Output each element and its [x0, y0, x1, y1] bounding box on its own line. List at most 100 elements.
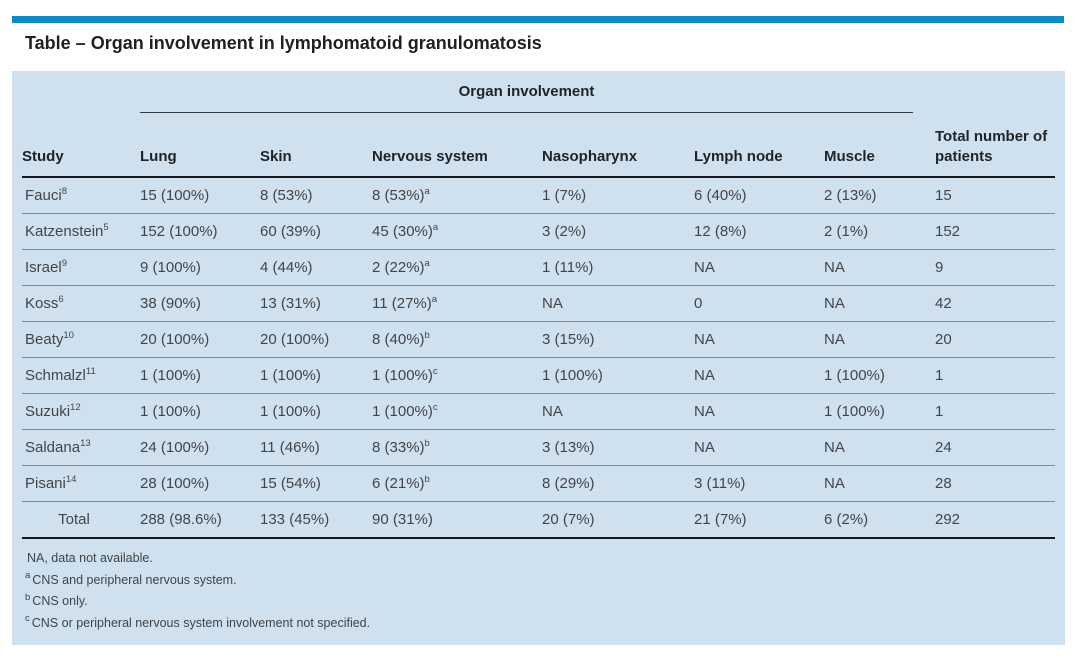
column-header-muscle: Muscle — [824, 113, 935, 178]
data-cell: 152 (100%) — [140, 213, 260, 250]
data-cell: 24 (100%) — [140, 429, 260, 466]
data-cell: NA — [824, 429, 935, 466]
data-cell: NA — [694, 249, 824, 286]
data-cell: 133 (45%) — [260, 501, 372, 539]
data-cell: 152 — [935, 213, 1055, 250]
footnote-reference: 11 — [85, 366, 96, 377]
data-cell: 28 (100%) — [140, 465, 260, 502]
data-cell: 21 (7%) — [694, 501, 824, 539]
data-cell: NA — [694, 357, 824, 394]
table-row: Schmalzl11 1 (100%) 1 (100%) 1 (100%)c 1 (10… — [22, 357, 1055, 394]
data-cell: 3 (2%) — [542, 213, 694, 250]
study-cell: Suzuki12 — [22, 393, 140, 430]
study-cell: Katzenstein5 — [22, 213, 140, 250]
data-cell: NA — [694, 429, 824, 466]
column-header-nasopharynx: Nasopharynx — [542, 113, 694, 178]
table-row: Katzenstein5 152 (100%) 60 (39%) 45 (30%)a 3… — [22, 213, 1055, 250]
data-cell: 1 (100%)c — [372, 393, 542, 430]
data-cell: 8 (40%)b — [372, 321, 542, 358]
data-cell: 8 (33%)b — [372, 429, 542, 466]
study-cell: Saldana13 — [22, 429, 140, 466]
table-panel: Organ involvement Study Lung Skin Nervou… — [12, 71, 1065, 645]
data-cell: 1 (100%)c — [372, 357, 542, 394]
data-cell: 20 (7%) — [542, 501, 694, 539]
data-cell: 20 (100%) — [140, 321, 260, 358]
data-cell: 1 (100%) — [824, 357, 935, 394]
footnote-marker: b — [25, 591, 31, 603]
column-header-nervous-system: Nervous system — [372, 113, 542, 178]
data-cell: 1 (7%) — [542, 177, 694, 214]
study-cell: Total — [22, 501, 140, 539]
data-cell: NA — [542, 393, 694, 430]
data-cell: 11 (27%)a — [372, 285, 542, 322]
table-body: Fauci8 15 (100%) 8 (53%) 8 (53%)a 1 (7%) 6 (4… — [22, 177, 1055, 539]
column-header-row: Study Lung Skin Nervous system Nasophary… — [22, 113, 1055, 178]
footnote-reference: 13 — [80, 438, 91, 449]
table-row: Suzuki12 1 (100%) 1 (100%) 1 (100%)c NA NA 1 (… — [22, 393, 1055, 430]
footnote-reference: 12 — [70, 402, 81, 413]
table-row: Beaty10 20 (100%) 20 (100%) 8 (40%)b 3 (15%)… — [22, 321, 1055, 358]
data-cell: 2 (13%) — [824, 177, 935, 214]
column-header-total-patients: Total number of patients — [935, 113, 1055, 178]
data-cell: NA — [824, 285, 935, 322]
data-cell: 12 (8%) — [694, 213, 824, 250]
study-cell: Fauci8 — [22, 177, 140, 214]
data-cell: 11 (46%) — [260, 429, 372, 466]
data-cell: 1 (100%) — [140, 357, 260, 394]
data-cell: NA — [542, 285, 694, 322]
span-header-spacer — [22, 71, 140, 113]
footnote-reference: a — [432, 222, 439, 233]
data-cell: NA — [824, 465, 935, 502]
data-cell: NA — [824, 249, 935, 286]
study-cell: Pisani14 — [22, 465, 140, 502]
span-header-row: Organ involvement — [22, 71, 1055, 113]
table-row: Fauci8 15 (100%) 8 (53%) 8 (53%)a 1 (7%) 6 (4… — [22, 177, 1055, 214]
footnote-text: NA, data not available. — [27, 551, 153, 565]
footnote-reference: a — [431, 294, 438, 305]
footnote-reference: b — [424, 330, 430, 341]
data-cell: 3 (11%) — [694, 465, 824, 502]
footnote-reference: a — [424, 186, 430, 197]
data-cell: 1 (100%) — [140, 393, 260, 430]
organ-involvement-table: Organ involvement Study Lung Skin Nervou… — [22, 71, 1055, 539]
data-cell: 2 (22%)a — [372, 249, 542, 286]
data-cell: 6 (40%) — [694, 177, 824, 214]
data-cell: 24 — [935, 429, 1055, 466]
footnote-reference: b — [424, 474, 430, 485]
data-cell: NA — [824, 321, 935, 358]
data-cell: 1 (100%) — [542, 357, 694, 394]
footnote-reference: 5 — [103, 222, 109, 233]
data-cell: 0 — [694, 285, 824, 322]
data-cell: 9 — [935, 249, 1055, 286]
study-cell: Israel9 — [22, 249, 140, 286]
data-cell: 6 (2%) — [824, 501, 935, 539]
data-cell: 15 (100%) — [140, 177, 260, 214]
data-cell: 20 — [935, 321, 1055, 358]
data-cell: 20 (100%) — [260, 321, 372, 358]
data-cell: 45 (30%)a — [372, 213, 542, 250]
footnote-reference: 14 — [65, 474, 77, 485]
column-header-lymph-node: Lymph node — [694, 113, 824, 178]
data-cell: 1 (100%) — [260, 357, 372, 394]
footnote-text: CNS and peripheral nervous system. — [32, 572, 237, 587]
accent-bar — [12, 16, 1064, 23]
data-cell: 1 — [935, 357, 1055, 394]
footnote-reference: 10 — [63, 330, 74, 341]
data-cell: NA — [694, 321, 824, 358]
data-cell: 1 (11%) — [542, 249, 694, 286]
footnote-reference: 6 — [58, 294, 64, 305]
footnote-reference: c — [432, 366, 438, 377]
data-cell: 4 (44%) — [260, 249, 372, 286]
data-cell: 28 — [935, 465, 1055, 502]
data-cell: 8 (29%) — [542, 465, 694, 502]
footnote-reference: b — [424, 438, 430, 449]
footnote-text: CNS only. — [32, 594, 88, 608]
data-cell: 1 (100%) — [260, 393, 372, 430]
span-header-cell: Organ involvement — [140, 71, 935, 113]
column-header-lung: Lung — [140, 113, 260, 178]
column-header-study: Study — [22, 113, 140, 178]
page-title: Table – Organ involvement in lymphomatoi… — [25, 33, 542, 53]
footnotes: NA, data not available. a CNS and periphe… — [12, 539, 1065, 634]
table-row: Saldana13 24 (100%) 11 (46%) 8 (33%)b 3 (13%… — [22, 429, 1055, 466]
footnote-reference: 9 — [61, 258, 67, 269]
